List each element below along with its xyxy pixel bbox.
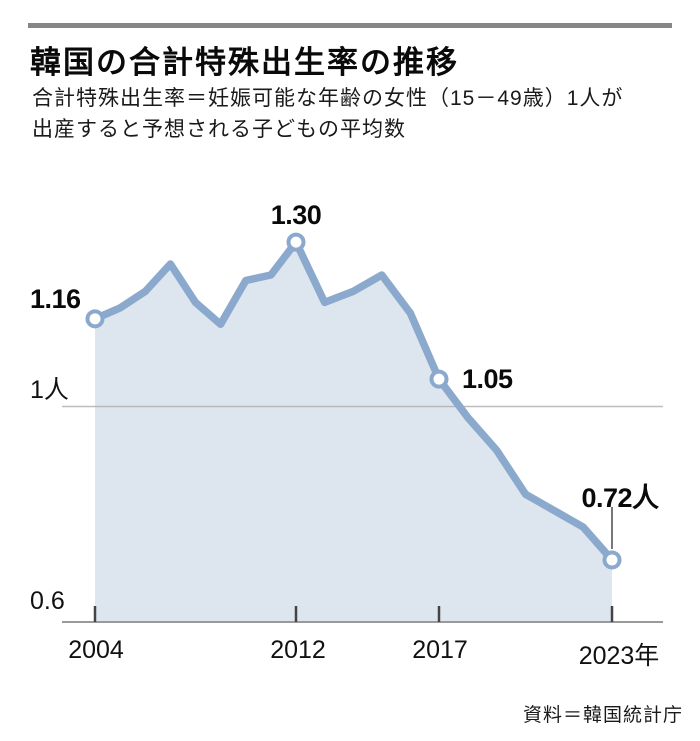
data-point-2004: [85, 309, 105, 329]
subtitle-line-2: 出産すると予想される子どもの平均数: [32, 118, 406, 141]
y-axis-label-06: 0.6: [30, 587, 65, 615]
x-tick-label-2012: 2012: [270, 636, 326, 664]
x-tick-label-2023: 2023年: [578, 642, 660, 670]
data-point-markers: [85, 232, 622, 570]
value-label-2004: 1.16: [30, 284, 81, 314]
area-fill: [95, 242, 612, 622]
data-point-2012: [286, 232, 306, 252]
x-tick-label-2017: 2017: [412, 636, 468, 664]
source-credit: 資料＝韓国統計庁: [522, 705, 683, 726]
chart-subtitle: 合計特殊出生率＝妊娠可能な年齢の女性（15－49歳）1人が 出産すると予想される…: [32, 83, 623, 145]
trend-line: [91, 238, 616, 564]
value-label-2012: 1.30: [270, 200, 322, 230]
value-label-2023: 0.72人: [581, 483, 659, 513]
data-point-2023: [602, 550, 622, 570]
page-title: 韓国の合計特殊出生率の推移: [30, 45, 459, 80]
value-label-2017: 1.05: [462, 364, 513, 394]
top-rule: [28, 23, 672, 28]
data-point-2017: [429, 369, 449, 389]
y-axis-label-1: 1人: [30, 376, 69, 404]
x-axis-ticks: [93, 606, 614, 622]
x-tick-label-2004: 2004: [68, 636, 124, 664]
subtitle-line-1: 合計特殊出生率＝妊娠可能な年齢の女性（15－49歳）1人が: [32, 87, 624, 110]
